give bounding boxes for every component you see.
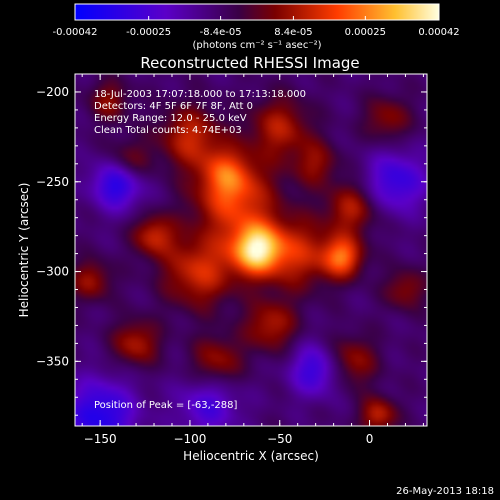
y-tick-label: −200 (36, 85, 69, 99)
plot-frame (74, 73, 428, 427)
info-line: Detectors: 4F 5F 6F 7F 8F, Att 0 (94, 101, 253, 112)
x-tick-label: −100 (173, 432, 206, 446)
info-text: 18-Jul-2003 17:07:18.000 to 17:13:18.000… (94, 89, 306, 136)
colorbar-tick-label: -0.00042 (53, 27, 98, 38)
x-axis: −150 −100 −50 0 (81, 74, 424, 446)
colorbar-ticks: -0.00042 -0.00025 -8.4e-05 8.4e-05 0.00025 0.… (53, 16, 460, 38)
colorbar-tick-label: 0.00025 (345, 27, 386, 38)
colorbar-tick-label: 0.00042 (418, 27, 459, 38)
x-tick-label: −50 (267, 432, 292, 446)
y-axis: −200 −250 −300 −350 (36, 73, 427, 416)
x-tick-label: −150 (84, 432, 117, 446)
x-axis-label: Heliocentric X (arcsec) (183, 449, 319, 463)
info-line: Energy Range: 12.0 - 25.0 keV (94, 113, 247, 124)
peak-position-label: Position of Peak = [-63,-288] (94, 400, 238, 411)
info-line: Clean Total counts: 4.74E+03 (94, 125, 242, 136)
chart-title: Reconstructed RHESSI Image (140, 54, 359, 72)
y-axis-label: Heliocentric Y (arcsec) (17, 183, 31, 318)
x-tick-label: 0 (366, 432, 374, 446)
colorbar-tick-label: 8.4e-05 (274, 27, 312, 38)
heatmap-image (75, 74, 427, 426)
y-tick-label: −250 (36, 175, 69, 189)
colorbar-unit-label: (photons cm⁻² s⁻¹ asec⁻²) (192, 40, 321, 51)
colorbar-tick-label: -0.00025 (126, 27, 171, 38)
colorbar (74, 3, 440, 21)
colorbar-tick-label: -8.4e-05 (200, 27, 242, 38)
y-tick-label: −350 (36, 354, 69, 368)
y-tick-label: −300 (36, 265, 69, 279)
info-line: 18-Jul-2003 17:07:18.000 to 17:13:18.000 (94, 89, 306, 100)
timestamp: 26-May-2013 18:18 (396, 486, 494, 497)
